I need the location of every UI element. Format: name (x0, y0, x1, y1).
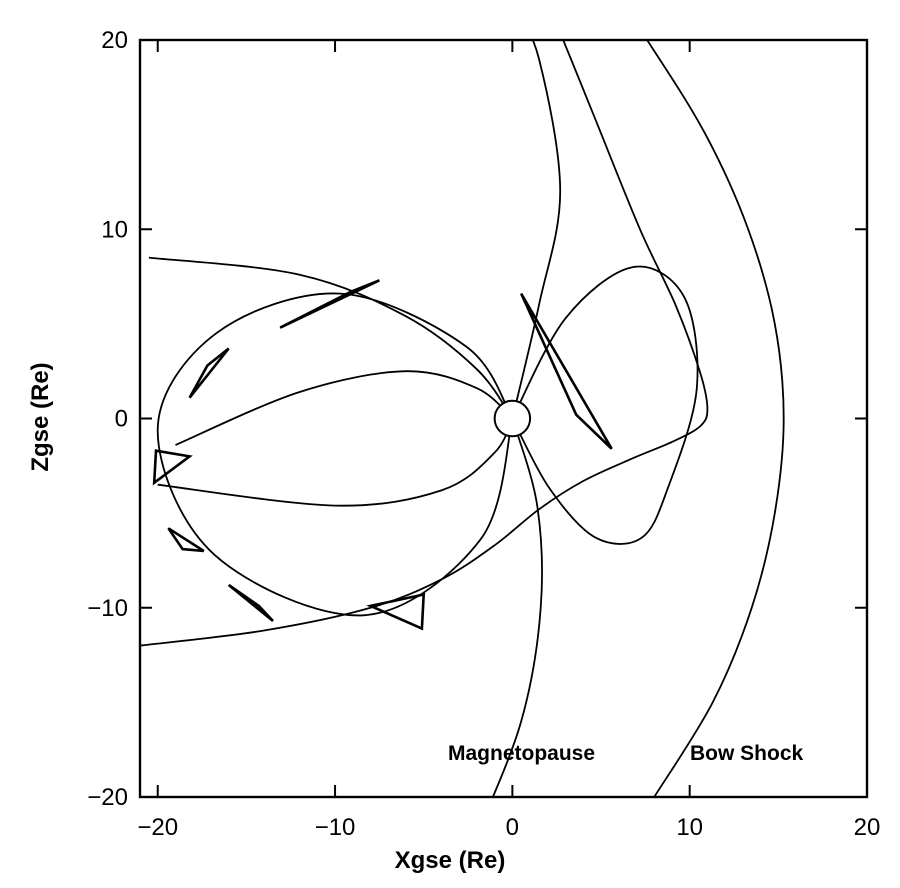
annotation-magnetopause: Magnetopause (448, 742, 595, 765)
annotation-bow-shock: Bow Shock (690, 742, 804, 765)
tetra-f (227, 583, 274, 623)
magnetopause-curve (140, 40, 709, 647)
field-line-5 (491, 418, 543, 797)
y-axis-title: Zgse (Re) (27, 362, 54, 471)
y-tick-label: 20 (101, 27, 128, 54)
tetra-d (152, 449, 193, 486)
field-line-3 (175, 370, 514, 446)
tetra-g (366, 592, 426, 631)
y-tick-labels: −20 −10 0 10 20 (87, 27, 128, 811)
tetrahedra-group (152, 279, 613, 631)
bow-shock-curve (646, 40, 785, 797)
field-line-4 (511, 40, 562, 419)
field-line-1 (148, 256, 514, 420)
y-tick-label: −10 (87, 595, 128, 622)
tetra-b (279, 279, 380, 329)
curves-group (140, 40, 785, 797)
field-line-2 (157, 418, 514, 507)
x-tick-label: 20 (854, 814, 881, 841)
x-tick-labels: −20 −10 0 10 20 (137, 814, 880, 841)
x-tick-label: 0 (506, 814, 519, 841)
y-tick-label: −20 (87, 784, 128, 811)
field-line-6 (511, 265, 699, 545)
x-tick-label: 10 (676, 814, 703, 841)
x-tick-label: −20 (137, 814, 178, 841)
y-tick-label: 0 (115, 406, 128, 433)
axis-ticks (140, 39, 868, 798)
tetra-a (188, 347, 230, 399)
tetra-c (520, 292, 613, 450)
cluster-orbit (156, 292, 514, 617)
y-tick-label: 10 (101, 216, 128, 243)
tetra-e (167, 527, 205, 553)
x-axis-title: Xgse (Re) (395, 847, 506, 874)
x-tick-label: −10 (315, 814, 356, 841)
earth-marker (493, 399, 532, 438)
